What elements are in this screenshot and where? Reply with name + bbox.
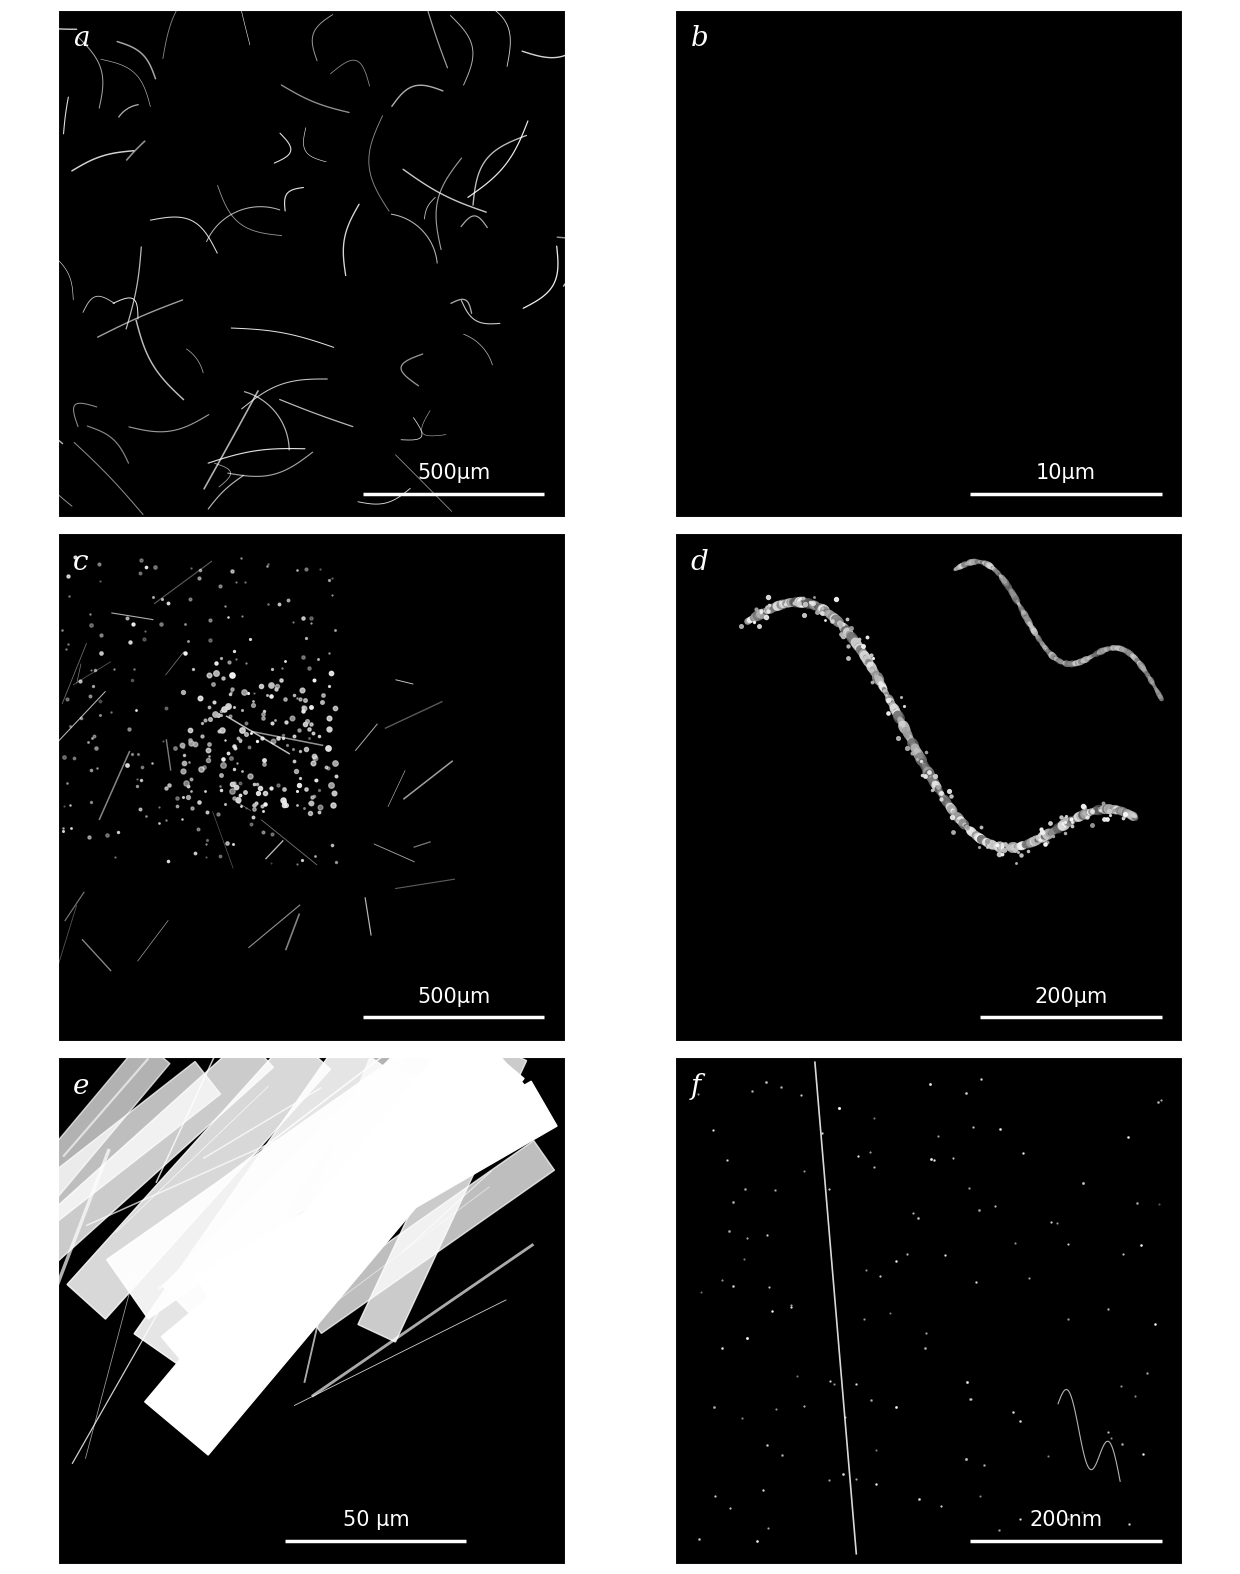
Text: 500μm: 500μm: [417, 987, 490, 1007]
Text: c: c: [73, 549, 89, 576]
Polygon shape: [162, 1029, 463, 1330]
Text: d: d: [691, 549, 708, 576]
Polygon shape: [0, 1040, 170, 1281]
Polygon shape: [161, 1055, 538, 1384]
Polygon shape: [67, 1034, 331, 1319]
Polygon shape: [134, 1037, 384, 1363]
Polygon shape: [145, 1025, 525, 1454]
Text: 10μm: 10μm: [1035, 463, 1096, 483]
Text: e: e: [73, 1072, 89, 1100]
Text: 200nm: 200nm: [1029, 1511, 1102, 1530]
Text: 500μm: 500μm: [417, 463, 490, 483]
Polygon shape: [358, 1044, 527, 1343]
Polygon shape: [228, 1067, 433, 1379]
Polygon shape: [278, 1047, 403, 1297]
Text: f: f: [691, 1072, 701, 1100]
Text: a: a: [73, 25, 89, 52]
Polygon shape: [195, 1081, 557, 1321]
Text: 200μm: 200μm: [1034, 987, 1107, 1007]
Polygon shape: [107, 1022, 487, 1319]
Polygon shape: [11, 1061, 221, 1237]
Text: b: b: [691, 25, 708, 52]
Polygon shape: [300, 1141, 554, 1333]
Polygon shape: [15, 1037, 273, 1275]
Text: 50 μm: 50 μm: [342, 1511, 409, 1530]
